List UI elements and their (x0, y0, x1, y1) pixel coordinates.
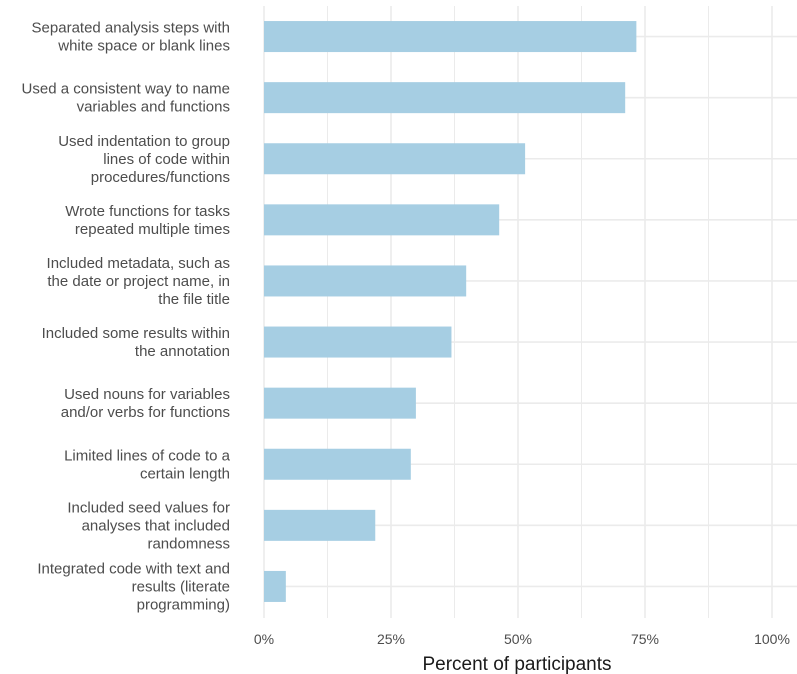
bar-6 (264, 387, 416, 419)
x-axis-title: Percent of participants (422, 654, 611, 674)
x-tick-label-4: 100% (754, 631, 790, 647)
x-tick-label-0: 0% (254, 631, 274, 647)
bar-0 (264, 21, 637, 53)
category-label-9: Integrated code with text and results (li… (37, 560, 230, 613)
bar-1 (264, 82, 626, 114)
x-tick-label-1: 25% (377, 631, 405, 647)
bar-7 (264, 448, 411, 480)
bar-2 (264, 143, 526, 175)
category-label-0: Separated analysis steps with white space… (32, 20, 230, 55)
category-label-4: Included metadata, such as the date or pr… (47, 255, 230, 308)
category-label-8: Included seed values for analyses that in… (67, 499, 230, 552)
category-label-3: Wrote functions for tasks repeated multip… (65, 203, 230, 238)
x-tick-label-3: 75% (631, 631, 659, 647)
bar-3 (264, 204, 500, 236)
x-tick-labels: 0% 25% 50% 75% 100% (254, 631, 790, 647)
bar-9 (264, 570, 286, 602)
bar-4 (264, 265, 467, 297)
bar-8 (264, 509, 376, 541)
bar-5 (264, 326, 452, 358)
bars (264, 21, 637, 602)
category-label-5: Included some results within the annotati… (42, 325, 230, 360)
category-labels: Separated analysis steps with white space… (22, 20, 231, 614)
category-label-7: Limited lines of code to a certain length (64, 447, 231, 482)
category-label-1: Used a consistent way to name variables a… (22, 81, 230, 116)
category-label-6: Used nouns for variables and/or verbs for… (61, 386, 230, 421)
category-label-2: Used indentation to group lines of code w… (58, 133, 230, 186)
x-tick-label-2: 50% (504, 631, 532, 647)
